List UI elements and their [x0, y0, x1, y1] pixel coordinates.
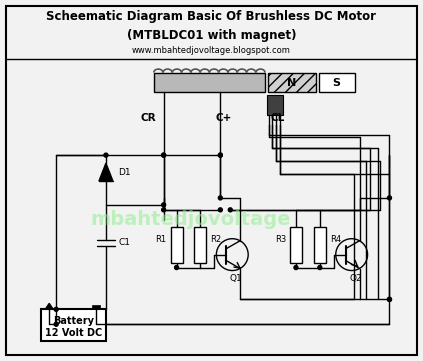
- Text: R2: R2: [210, 235, 222, 244]
- Circle shape: [162, 203, 166, 207]
- Text: R4: R4: [330, 235, 341, 244]
- Bar: [267, 95, 283, 115]
- Text: Scheematic Diagram Basic Of Brushless DC Motor: Scheematic Diagram Basic Of Brushless DC…: [47, 10, 376, 23]
- Text: S: S: [333, 78, 341, 87]
- Circle shape: [318, 266, 322, 270]
- Circle shape: [387, 196, 391, 200]
- Circle shape: [218, 153, 222, 157]
- Text: www.mbahtedjovoltage.blogspot.com: www.mbahtedjovoltage.blogspot.com: [132, 46, 291, 55]
- Bar: [170, 227, 183, 262]
- Text: Q1: Q1: [230, 274, 243, 283]
- Circle shape: [162, 208, 166, 212]
- Text: Battery: Battery: [53, 316, 94, 326]
- Text: D1: D1: [118, 168, 131, 177]
- Text: (MTBLDC01 with magnet): (MTBLDC01 with magnet): [126, 29, 296, 42]
- Text: N: N: [287, 78, 297, 87]
- Bar: [195, 227, 206, 262]
- Text: CR: CR: [140, 113, 156, 123]
- Polygon shape: [45, 303, 53, 309]
- Circle shape: [218, 208, 222, 212]
- Bar: [268, 73, 316, 92]
- Text: 12 Volt DC: 12 Volt DC: [45, 328, 102, 338]
- Circle shape: [387, 297, 391, 301]
- Circle shape: [294, 266, 298, 270]
- Text: C1: C1: [119, 238, 131, 247]
- Circle shape: [218, 196, 222, 200]
- Bar: [154, 73, 265, 92]
- Text: R1: R1: [156, 235, 167, 244]
- Bar: [319, 73, 354, 92]
- Circle shape: [175, 266, 179, 270]
- Circle shape: [162, 153, 166, 157]
- Text: C+: C+: [215, 113, 232, 123]
- Bar: [290, 227, 302, 262]
- Circle shape: [104, 153, 108, 157]
- Polygon shape: [99, 163, 113, 181]
- Circle shape: [162, 153, 166, 157]
- Text: CL: CL: [270, 113, 284, 123]
- Circle shape: [228, 208, 232, 212]
- Text: mbahtedjovoltage: mbahtedjovoltage: [90, 210, 291, 229]
- Text: R3: R3: [275, 235, 286, 244]
- Circle shape: [54, 307, 58, 311]
- Bar: [41, 309, 106, 341]
- Circle shape: [54, 322, 58, 326]
- Bar: [92, 305, 100, 309]
- Bar: [314, 227, 326, 262]
- Circle shape: [218, 153, 222, 157]
- Circle shape: [387, 297, 391, 301]
- Text: Q2: Q2: [349, 274, 362, 283]
